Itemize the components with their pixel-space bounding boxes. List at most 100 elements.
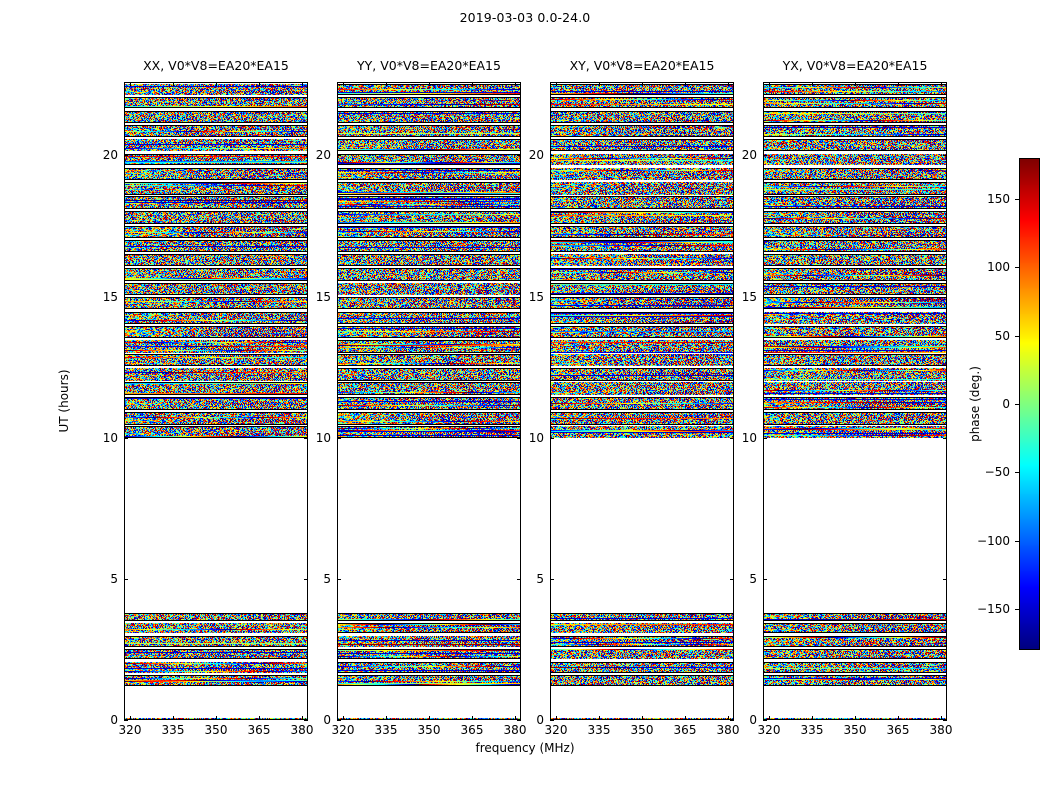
y-tick-label: 0 bbox=[749, 713, 757, 727]
heatmap-image-yx bbox=[764, 83, 946, 719]
y-tick-mark bbox=[730, 579, 734, 580]
y-tick-mark bbox=[550, 438, 554, 439]
x-tick-mark bbox=[599, 82, 600, 86]
y-tick-mark bbox=[517, 579, 521, 580]
colorbar-tick-label: −50 bbox=[984, 465, 1010, 480]
y-tick-label: 20 bbox=[102, 148, 118, 162]
colorbar-tick-label: −100 bbox=[977, 533, 1010, 548]
panel-title-xx: XX, V0*V8=EA20*EA15 bbox=[143, 58, 289, 73]
x-tick-mark bbox=[429, 716, 430, 720]
x-tick-mark bbox=[515, 82, 516, 86]
y-tick-mark bbox=[943, 438, 947, 439]
x-tick-label: 350 bbox=[630, 723, 654, 737]
x-tick-mark bbox=[728, 82, 729, 86]
x-tick-mark bbox=[173, 716, 174, 720]
x-tick-label: 380 bbox=[290, 723, 314, 737]
x-tick-mark bbox=[130, 716, 131, 720]
y-tick-mark bbox=[550, 297, 554, 298]
y-tick-mark bbox=[730, 438, 734, 439]
colorbar bbox=[1019, 158, 1040, 650]
x-tick-mark bbox=[642, 716, 643, 720]
x-tick-mark bbox=[812, 82, 813, 86]
y-tick-label: 10 bbox=[315, 431, 331, 445]
x-axis-label: frequency (MHz) bbox=[475, 741, 575, 755]
x-tick-label: 335 bbox=[800, 723, 824, 737]
x-tick-mark bbox=[259, 82, 260, 86]
panel-title-xy: XY, V0*V8=EA20*EA15 bbox=[569, 58, 715, 73]
y-tick-mark bbox=[124, 155, 128, 156]
y-tick-label: 5 bbox=[110, 572, 118, 586]
y-tick-mark bbox=[124, 720, 128, 721]
x-tick-label: 365 bbox=[886, 723, 910, 737]
x-tick-label: 320 bbox=[544, 723, 568, 737]
x-tick-mark bbox=[941, 82, 942, 86]
x-tick-mark bbox=[642, 82, 643, 86]
x-tick-mark bbox=[812, 716, 813, 720]
x-tick-mark bbox=[769, 82, 770, 86]
y-tick-mark bbox=[337, 297, 341, 298]
x-tick-label: 320 bbox=[118, 723, 142, 737]
x-tick-label: 380 bbox=[716, 723, 740, 737]
x-tick-label: 335 bbox=[161, 723, 185, 737]
x-tick-mark bbox=[685, 716, 686, 720]
y-tick-label: 0 bbox=[536, 713, 544, 727]
x-tick-label: 320 bbox=[331, 723, 355, 737]
heatmap-panel-yx[interactable] bbox=[763, 82, 947, 720]
y-axis-label: UT (hours) bbox=[57, 369, 71, 433]
x-tick-label: 335 bbox=[587, 723, 611, 737]
x-tick-label: 320 bbox=[757, 723, 781, 737]
x-tick-label: 335 bbox=[374, 723, 398, 737]
heatmap-image-xx bbox=[125, 83, 307, 719]
y-tick-label: 20 bbox=[528, 148, 544, 162]
colorbar-tick-mark bbox=[1015, 609, 1019, 610]
colorbar-tick-label: 0 bbox=[1002, 397, 1010, 411]
x-tick-mark bbox=[855, 716, 856, 720]
x-tick-label: 350 bbox=[417, 723, 441, 737]
x-tick-mark bbox=[429, 82, 430, 86]
x-tick-mark bbox=[216, 716, 217, 720]
x-tick-mark bbox=[941, 716, 942, 720]
y-tick-mark bbox=[943, 579, 947, 580]
x-tick-mark bbox=[472, 82, 473, 86]
x-tick-mark bbox=[556, 82, 557, 86]
y-tick-mark bbox=[730, 720, 734, 721]
y-tick-mark bbox=[124, 579, 128, 580]
x-tick-label: 380 bbox=[503, 723, 527, 737]
y-tick-mark bbox=[943, 720, 947, 721]
colorbar-tick-mark bbox=[1015, 199, 1019, 200]
y-tick-label: 5 bbox=[749, 572, 757, 586]
heatmap-panel-xy[interactable] bbox=[550, 82, 734, 720]
figure-suptitle: 2019-03-03 0.0-24.0 bbox=[459, 10, 591, 25]
y-tick-mark bbox=[550, 720, 554, 721]
colorbar-label: phase (deg.) bbox=[968, 366, 982, 442]
y-tick-label: 0 bbox=[323, 713, 331, 727]
y-tick-label: 15 bbox=[528, 290, 544, 304]
heatmap-panel-xx[interactable] bbox=[124, 82, 308, 720]
colorbar-gradient bbox=[1020, 159, 1039, 649]
x-tick-mark bbox=[343, 716, 344, 720]
x-tick-label: 380 bbox=[929, 723, 953, 737]
x-tick-mark bbox=[898, 82, 899, 86]
y-tick-label: 15 bbox=[102, 290, 118, 304]
colorbar-tick-mark bbox=[1015, 404, 1019, 405]
x-tick-mark bbox=[685, 82, 686, 86]
x-tick-mark bbox=[855, 82, 856, 86]
y-tick-label: 10 bbox=[528, 431, 544, 445]
x-tick-mark bbox=[728, 716, 729, 720]
x-tick-mark bbox=[216, 82, 217, 86]
y-tick-label: 20 bbox=[315, 148, 331, 162]
y-tick-mark bbox=[337, 438, 341, 439]
y-tick-mark bbox=[763, 438, 767, 439]
colorbar-tick-mark bbox=[1015, 472, 1019, 473]
x-tick-mark bbox=[130, 82, 131, 86]
x-tick-label: 365 bbox=[460, 723, 484, 737]
y-tick-mark bbox=[304, 155, 308, 156]
y-tick-mark bbox=[517, 720, 521, 721]
y-tick-mark bbox=[304, 438, 308, 439]
heatmap-panel-yy[interactable] bbox=[337, 82, 521, 720]
y-tick-label: 15 bbox=[741, 290, 757, 304]
x-tick-mark bbox=[472, 716, 473, 720]
colorbar-tick-label: 50 bbox=[994, 328, 1010, 343]
x-tick-mark bbox=[599, 716, 600, 720]
